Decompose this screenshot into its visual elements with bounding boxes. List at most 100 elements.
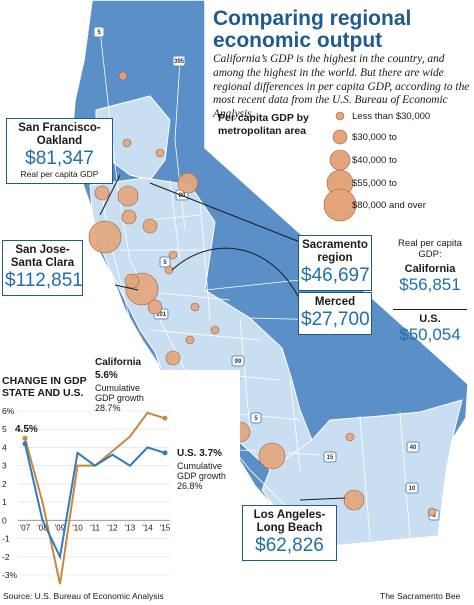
x-tick-label: '13: [125, 523, 136, 532]
x-tick-label: '12: [107, 523, 118, 532]
bubble-el-centro: [427, 507, 437, 517]
us-series-name: U.S. 3.7%: [177, 448, 223, 459]
callout-value: $27,700: [301, 309, 370, 330]
y-tick-label: -1: [2, 534, 10, 544]
callout-merced: Merced $27,700: [298, 292, 372, 335]
bubble-napa: [117, 185, 139, 207]
y-tick-label: 5: [2, 424, 7, 434]
bubble-santa-cruz: [124, 273, 140, 289]
x-tick-label: '14: [142, 523, 153, 532]
bubble-visalia: [210, 325, 220, 335]
state-comparison: Real per capita GDP: California $56,851: [393, 238, 467, 294]
bubble-santa-rosa: [94, 185, 110, 201]
bubble-hanford: [185, 335, 195, 345]
bubble-riverside: [345, 432, 355, 442]
series-point: [22, 441, 28, 447]
page-title: Comparing regional economic output: [213, 7, 412, 52]
bubble-redding: [118, 71, 128, 81]
legend-title: Per capita GDP by metropolitan area: [218, 112, 309, 137]
y-tick-label: -3%: [2, 570, 18, 580]
road-label: 15: [327, 455, 334, 461]
series-line-u-s-: [24, 443, 166, 561]
california-cumulative-note: Cumulative: [95, 383, 141, 393]
y-tick-label: -2: [2, 552, 10, 562]
x-tick-label: '09: [55, 523, 66, 532]
legend-item-5: $80,000 and over: [352, 200, 426, 211]
series-point: [22, 435, 28, 441]
bubble-los-angeles: [258, 442, 286, 470]
california-label: California: [404, 263, 456, 275]
y-tick-label: 2: [2, 479, 7, 489]
bubble-stockton: [142, 218, 158, 234]
road-label: 99: [235, 359, 242, 365]
bubble-yuba-city: [155, 148, 165, 158]
bubble-san-francisco-oakland: [88, 220, 122, 254]
bubble-sacramento: [177, 172, 199, 194]
us-cumulative-value: 26.8%: [177, 481, 203, 491]
series-point: [162, 450, 168, 456]
california-series-name: California: [95, 357, 142, 368]
leader-lines: [99, 174, 346, 501]
road-label: 395: [174, 59, 185, 65]
california-cumulative-note-2: GDP growth: [95, 393, 144, 403]
california-cumulative-value: 28.7%: [95, 403, 121, 413]
callout-name: San Jose-Santa Clara: [10, 244, 75, 269]
bubble-modesto: [168, 250, 178, 260]
x-tick-label: '11: [90, 523, 100, 532]
y-tick-label: 1: [2, 497, 7, 507]
chart-start-label: 4.5%: [15, 424, 38, 435]
state-intro: Real per capita GDP:: [398, 238, 462, 260]
bubble-chico: [122, 138, 132, 148]
callout-value: $81,347: [25, 148, 94, 169]
us-label: U.S.: [419, 313, 441, 325]
series-point: [162, 415, 168, 421]
x-tick-label: '10: [72, 523, 83, 532]
road-label: 5: [254, 416, 258, 422]
callout-value: $112,851: [5, 270, 83, 291]
x-tick-label: '15: [160, 523, 171, 532]
gdp-chart: 6% 5 4 3 2 1 0 -1 -2 -3% '07 '08 '09 '10 '11 '12 '13 '14 '…: [0, 370, 240, 586]
page-subtitle: California’s GDP is the highest in the c…: [213, 53, 470, 121]
callout-name: San Francisco-Oakland: [18, 122, 101, 147]
y-tick-label: 0: [2, 515, 7, 525]
us-value: $50,054: [399, 325, 461, 344]
gdp-chart-title: CHANGE IN GDP STATE AND U.S.: [2, 375, 87, 399]
legend-item-1: Less than $30,000: [352, 111, 431, 122]
y-tick-label: 4: [2, 442, 7, 452]
california-value: $56,851: [399, 275, 461, 294]
road-label: 40: [410, 445, 417, 451]
callout-value: $62,826: [255, 535, 324, 556]
bubble-merced: [164, 265, 174, 275]
us-cumulative-note: Cumulative: [177, 461, 223, 471]
bubble-san-diego: [343, 489, 365, 511]
callout-name: Los Angeles-Long Beach: [253, 509, 326, 534]
callout-sacramento: Sacramento region $46,697: [298, 235, 372, 291]
county-line-2: [169, 179, 411, 541]
california-series-value: 5.6%: [95, 370, 118, 381]
bubble-vallejo: [121, 209, 137, 225]
us-comparison: U.S. $50,054: [393, 313, 467, 344]
credit-note: The Sacramento Bee: [380, 591, 461, 601]
road-label: 5: [163, 260, 167, 266]
road-label: 8: [432, 513, 436, 519]
bubble-fresno: [190, 302, 200, 312]
callout-san-jose: San Jose-Santa Clara $112,851: [2, 240, 83, 296]
us-cumulative-note-2: GDP growth: [177, 471, 226, 481]
callout-note: Real per capita GDP: [20, 169, 99, 179]
callout-los-angeles: Los Angeles-Long Beach $62,826: [242, 505, 337, 561]
legend-item-4: $55,000 to: [352, 178, 397, 189]
y-tick-label: 6%: [2, 406, 15, 416]
bubble-san-luis-obispo: [165, 350, 181, 366]
legend-circles: [323, 111, 357, 222]
y-tick-label: 3: [2, 461, 7, 471]
road-label: 101: [156, 312, 167, 318]
x-tick-label: '07: [20, 523, 31, 532]
source-note: Source: U.S. Bureau of Economic Analysis: [3, 591, 164, 601]
chart-background: [0, 370, 240, 586]
x-tick-label: '08: [37, 523, 48, 532]
state-divider: [393, 309, 467, 310]
bubble-salinas: [147, 299, 163, 315]
legend-item-2: $30,000 to: [352, 132, 397, 143]
road-label: 10: [409, 486, 416, 492]
